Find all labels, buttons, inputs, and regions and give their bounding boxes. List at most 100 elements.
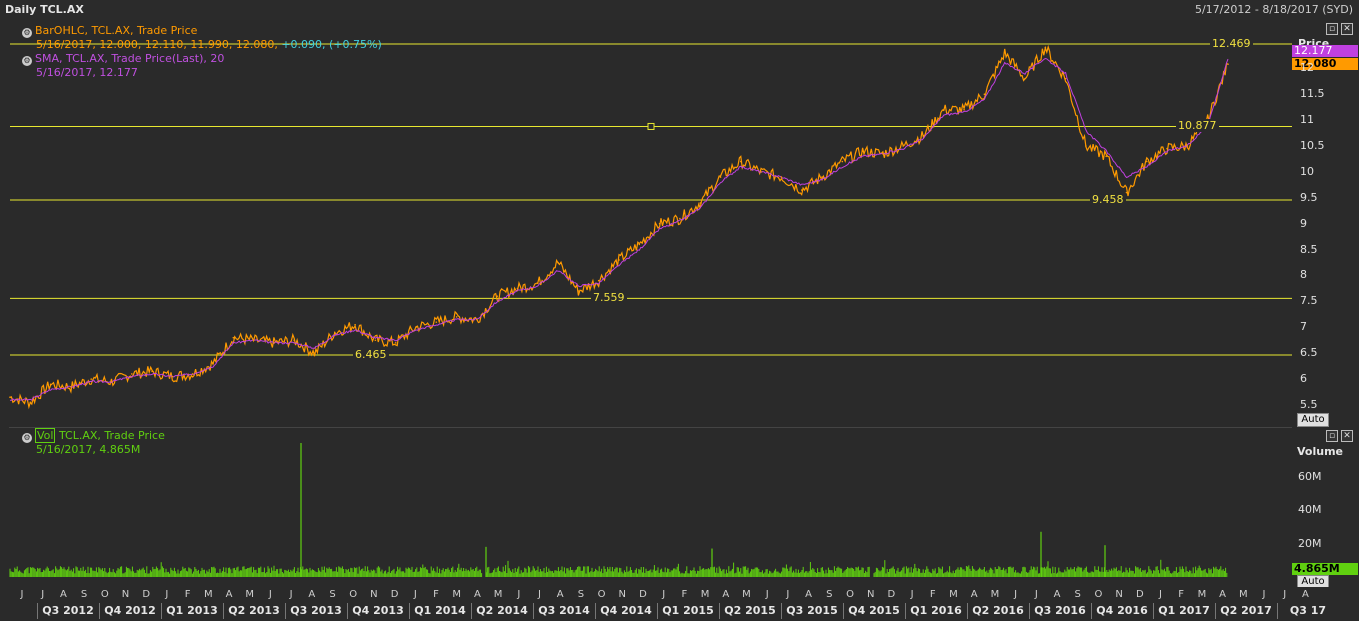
price-auto-button[interactable]: Auto bbox=[1297, 413, 1329, 427]
month-label: F bbox=[681, 589, 688, 600]
gear-icon[interactable]: ⚙ bbox=[22, 433, 32, 443]
month-label: D bbox=[390, 589, 399, 600]
price-point bbox=[1064, 77, 1067, 80]
price-point bbox=[760, 171, 762, 173]
quarter-separator bbox=[471, 603, 472, 619]
quarter-separator bbox=[161, 603, 162, 619]
price-point bbox=[537, 282, 539, 285]
price-tick-label: 6.5 bbox=[1300, 346, 1318, 360]
month-label: J bbox=[1262, 589, 1266, 600]
sma-legend[interactable]: ⚙ SMA, TCL.AX, Trade Price(Last), 20 bbox=[22, 52, 224, 66]
quarter-label: Q3 2013 bbox=[290, 604, 342, 617]
month-label: A bbox=[473, 589, 481, 600]
sma-values: 5/16/2017, 12.177 bbox=[36, 66, 138, 79]
price-point bbox=[557, 261, 559, 264]
month-label: J bbox=[517, 589, 521, 600]
price-point bbox=[821, 176, 823, 178]
quarter-label: Q2 2013 bbox=[228, 604, 280, 617]
month-label: A bbox=[225, 589, 233, 600]
volume-pane[interactable] bbox=[9, 427, 1292, 588]
month-label: M bbox=[1238, 589, 1248, 600]
month-label: M bbox=[1197, 589, 1207, 600]
quarter-separator bbox=[719, 603, 720, 619]
month-label: J bbox=[538, 589, 541, 600]
month-label: M bbox=[700, 589, 710, 600]
sma-series-line bbox=[9, 57, 1229, 401]
quarter-separator bbox=[1029, 603, 1030, 619]
price-point bbox=[293, 339, 296, 342]
month-label: D bbox=[639, 589, 647, 600]
quarter-label: Q4 2016 bbox=[1096, 604, 1148, 617]
price-point bbox=[191, 373, 194, 375]
price-point bbox=[374, 339, 377, 342]
quarter-separator bbox=[843, 603, 844, 619]
ohlc-legend-title: BarOHLC, TCL.AX, Trade Price bbox=[35, 24, 198, 37]
price-point bbox=[476, 318, 478, 321]
month-label: J bbox=[910, 589, 914, 600]
price-tick-label: 12 bbox=[1300, 61, 1314, 75]
price-point bbox=[1125, 191, 1128, 194]
quarter-separator bbox=[967, 603, 968, 619]
price-point bbox=[90, 378, 92, 380]
quarter-separator bbox=[37, 603, 38, 619]
price-point bbox=[618, 259, 620, 261]
last-volume-tag: 4.865M bbox=[1292, 563, 1358, 575]
price-tick-label: 8 bbox=[1300, 268, 1307, 282]
price-point bbox=[577, 290, 580, 292]
maximize-pane-icon[interactable]: ▫ bbox=[1326, 430, 1338, 442]
price-point bbox=[273, 342, 275, 344]
price-point bbox=[679, 217, 681, 220]
quarter-label: Q4 2013 bbox=[352, 604, 404, 617]
hline-label: 12.469 bbox=[1210, 37, 1253, 50]
price-point bbox=[882, 152, 884, 155]
price-point bbox=[455, 316, 458, 318]
quarter-separator bbox=[99, 603, 100, 619]
month-label: J bbox=[1159, 589, 1162, 600]
price-point bbox=[963, 108, 965, 111]
month-label: J bbox=[165, 589, 169, 600]
price-point bbox=[516, 287, 519, 290]
ohlc-legend-values: 5/16/2017, 12.000, 12.110, 11.990, 12.08… bbox=[36, 38, 382, 51]
quarter-separator bbox=[781, 603, 782, 619]
quarter-label: Q1 2014 bbox=[414, 604, 466, 617]
price-point bbox=[171, 375, 174, 378]
price-point bbox=[252, 339, 255, 342]
month-label: M bbox=[493, 589, 503, 600]
volume-tick-label: 20M bbox=[1298, 536, 1322, 550]
price-point bbox=[943, 108, 945, 111]
quarter-label: Q1 2017 bbox=[1158, 604, 1210, 617]
month-label: O bbox=[846, 589, 854, 600]
price-point bbox=[638, 243, 641, 246]
price-point bbox=[131, 373, 133, 375]
volume-axis[interactable] bbox=[1292, 427, 1359, 587]
date-range: 5/17/2012 - 8/18/2017 (SYD) bbox=[1194, 3, 1353, 16]
gear-icon[interactable]: ⚙ bbox=[22, 28, 32, 38]
price-tick-label: 9 bbox=[1300, 216, 1307, 230]
volume-legend[interactable]: ⚙ Vol TCL.AX, Trade Price bbox=[22, 428, 165, 443]
gear-icon[interactable]: ⚙ bbox=[22, 56, 32, 66]
quarter-label: Q2 2015 bbox=[724, 604, 776, 617]
month-label: A bbox=[308, 589, 316, 600]
price-tick-label: 7 bbox=[1300, 320, 1307, 334]
month-label: A bbox=[556, 589, 564, 600]
ohlc-legend[interactable]: ⚙ BarOHLC, TCL.AX, Trade Price bbox=[22, 24, 197, 38]
quarter-label: Q2 2014 bbox=[476, 604, 528, 617]
price-tick-label: 11.5 bbox=[1300, 87, 1325, 101]
month-label: S bbox=[577, 589, 585, 600]
price-axis[interactable] bbox=[1292, 20, 1359, 427]
price-tick-label: 7.5 bbox=[1300, 294, 1318, 308]
close-pane-icon[interactable]: ✕ bbox=[1341, 430, 1353, 442]
price-pane[interactable] bbox=[9, 20, 1292, 427]
maximize-pane-icon[interactable]: ▫ bbox=[1326, 23, 1338, 35]
quarter-label: Q1 2013 bbox=[166, 604, 218, 617]
price-point bbox=[49, 383, 52, 386]
month-label: F bbox=[433, 589, 439, 600]
close-pane-icon[interactable]: ✕ bbox=[1341, 23, 1353, 35]
quarter-separator bbox=[533, 603, 534, 619]
hline-label: 10.877 bbox=[1176, 119, 1219, 133]
quarter-label: Q3 2012 bbox=[42, 604, 94, 617]
quarter-separator bbox=[1153, 603, 1154, 619]
month-label: J bbox=[41, 589, 45, 600]
